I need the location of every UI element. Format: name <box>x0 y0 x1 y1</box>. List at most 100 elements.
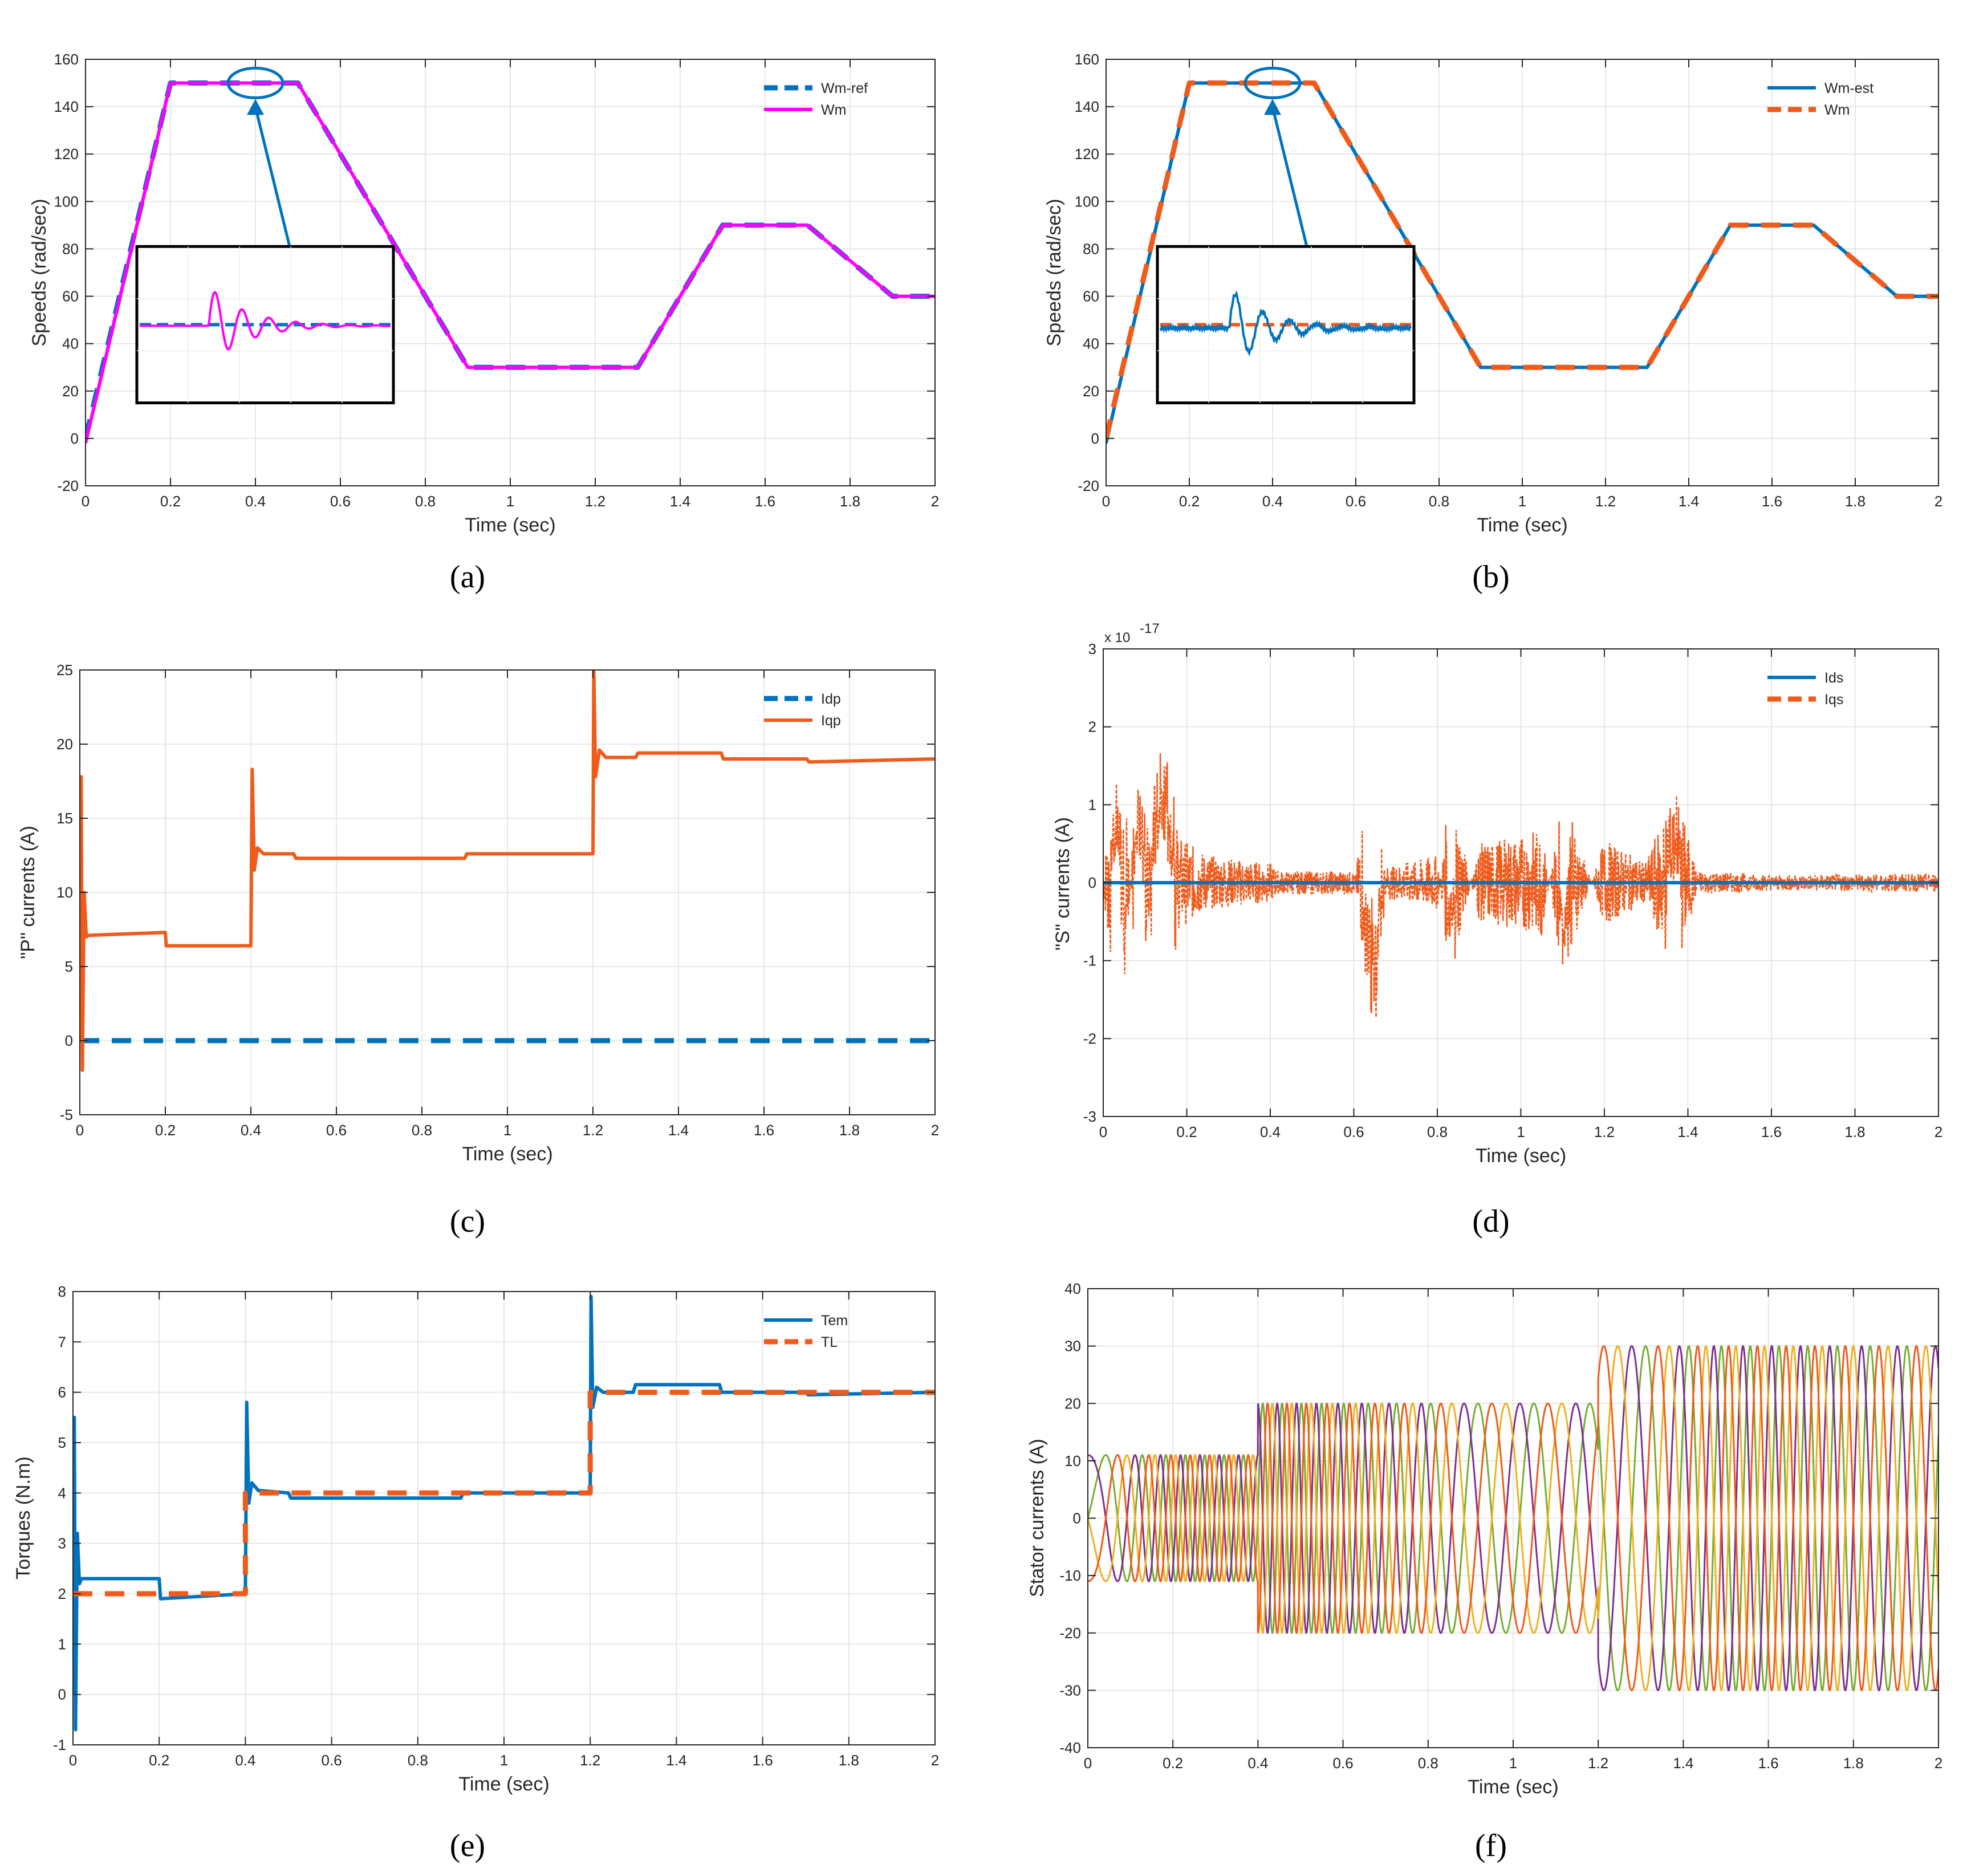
y-tick-label: 10 <box>56 884 73 901</box>
inset-signal-line <box>140 290 391 351</box>
x-tick-label: 0.4 <box>1247 1755 1268 1772</box>
y-tick-label: -20 <box>1078 477 1099 494</box>
y-tick-label: 3 <box>1088 640 1096 657</box>
x-tick-label: 0.4 <box>1262 493 1283 510</box>
series-group <box>1088 1345 1938 1692</box>
y-tick-label: 140 <box>1075 98 1099 115</box>
legend-label: Wm <box>821 102 846 118</box>
y-tick-label: 160 <box>54 51 79 68</box>
x-tick-label: 1 <box>1517 1123 1525 1140</box>
y-exponent-label: x 10 <box>1104 630 1130 645</box>
series-group <box>1106 80 1938 444</box>
y-axis-label: Speeds (rad/sec) <box>29 199 50 347</box>
y-tick-label: 15 <box>56 810 73 827</box>
x-tick-label: 2 <box>1934 1755 1942 1772</box>
x-tick-label: 1.2 <box>1588 1755 1608 1772</box>
legend-label: TL <box>821 1334 838 1350</box>
x-tick-label: 1.4 <box>1673 1755 1693 1772</box>
y-axis-label: Torques (N.m) <box>13 1456 34 1579</box>
x-axis-label: Time (sec) <box>458 1773 549 1795</box>
x-tick-label: 1 <box>503 1122 511 1139</box>
y-tick-label: 20 <box>56 736 73 753</box>
y-tick-label: 30 <box>1064 1338 1081 1355</box>
x-tick-label: 1.2 <box>580 1752 600 1769</box>
y-tick-label: 80 <box>62 240 79 257</box>
series-line-wm-est <box>1106 81 1938 444</box>
x-tick-label: 1.2 <box>1594 1123 1615 1140</box>
y-axis-label: Stator currents (A) <box>1026 1439 1048 1597</box>
y-tick-label: 0 <box>1091 430 1099 447</box>
panel-label: (a) <box>450 559 485 595</box>
x-tick-label: 1.4 <box>670 493 690 510</box>
panel-label: (e) <box>450 1828 485 1863</box>
y-tick-label: 25 <box>56 661 73 679</box>
y-tick-label: 5 <box>65 958 73 975</box>
y-axis-label: "P" currents (A) <box>17 826 39 959</box>
x-tick-label: 0.6 <box>330 493 351 510</box>
y-tick-label: 20 <box>1083 383 1099 400</box>
y-tick-label: -3 <box>1083 1108 1096 1125</box>
x-tick-label: 1 <box>500 1752 508 1769</box>
y-tick-label: 40 <box>62 335 79 352</box>
y-tick-label: -10 <box>1059 1567 1081 1584</box>
x-axis-label: Time (sec) <box>1477 514 1567 536</box>
series-line-phase-3 <box>1088 1345 1938 1692</box>
x-tick-label: 2 <box>931 1122 939 1139</box>
y-tick-label: 10 <box>1064 1452 1081 1469</box>
y-axis-label: "S" currents (A) <box>1052 817 1074 951</box>
x-tick-label: 1.6 <box>754 1122 774 1139</box>
y-tick-label: 120 <box>1075 145 1099 163</box>
x-tick-label: 0.2 <box>149 1752 169 1769</box>
chart-panel-b: 0 0.2 0.4 0.6 0.8 1 1.2 1.4 1.6 1.8 2-200204060801… <box>1043 51 1942 595</box>
x-tick-label: 1.4 <box>668 1122 689 1139</box>
x-tick-label: 2 <box>1934 493 1942 510</box>
legend-label: Wm-ref <box>821 80 868 96</box>
panel-label: (d) <box>1472 1204 1509 1239</box>
legend-label: Idp <box>821 691 841 707</box>
x-tick-label: 1 <box>1518 493 1526 510</box>
x-tick-label: 0.8 <box>412 1122 432 1139</box>
panel-label: (c) <box>450 1204 485 1239</box>
x-tick-label: 1.4 <box>1677 1123 1698 1140</box>
y-tick-label: 0 <box>1088 874 1096 891</box>
zoom-arrow-shaft <box>254 106 291 247</box>
y-tick-label: 40 <box>1083 335 1099 352</box>
x-tick-label: 1.6 <box>1762 493 1782 510</box>
y-tick-label: 20 <box>1064 1395 1081 1412</box>
x-tick-label: 1.6 <box>755 493 775 510</box>
y-tick-label: -20 <box>1059 1625 1081 1642</box>
x-tick-label: 2 <box>931 493 939 510</box>
x-tick-label: 0.2 <box>1179 493 1200 510</box>
y-tick-label: 2 <box>58 1585 66 1602</box>
y-tick-label: 60 <box>62 288 79 305</box>
zoom-arrow-shaft <box>1271 106 1308 247</box>
legend-label: Ids <box>1824 670 1843 686</box>
series-line-tem <box>73 1294 935 1732</box>
y-axis-label: Speeds (rad/sec) <box>1043 199 1065 347</box>
y-tick-label: 1 <box>58 1635 66 1652</box>
y-tick-label: 80 <box>1083 240 1099 257</box>
x-tick-label: 0.2 <box>1176 1123 1197 1140</box>
chart-panel-d: 0 0.2 0.4 0.6 0.8 1 1.2 1.4 1.6 1.8 2 -3 -2 -1 0 1 2 3 Tim… <box>1052 621 1942 1239</box>
y-tick-label: 0 <box>58 1686 66 1703</box>
y-tick-label: 40 <box>1064 1280 1081 1297</box>
x-tick-label: 2 <box>1934 1123 1942 1140</box>
x-tick-label: 1.6 <box>1761 1123 1782 1140</box>
legend-label: Wm-est <box>1824 80 1873 96</box>
y-tick-label: 0 <box>1073 1510 1081 1527</box>
x-tick-label: 0.6 <box>1333 1755 1354 1772</box>
series-line-iqs <box>1103 753 1938 1018</box>
x-tick-label: 1.8 <box>1844 1123 1865 1140</box>
series-group <box>1103 753 1938 1018</box>
series-group <box>86 80 935 444</box>
x-tick-label: 0 <box>76 1122 84 1139</box>
x-tick-label: 0.8 <box>1429 493 1449 510</box>
x-tick-label: 0.8 <box>1418 1755 1438 1772</box>
chart-panel-f: 0 0.2 0.4 0.6 0.8 1 1.2 1.4 1.6 1.8 2 -40 -30 -20 -10 0… <box>1026 1280 1942 1863</box>
x-tick-label: 1.8 <box>1843 1755 1864 1772</box>
x-tick-label: 0.4 <box>245 493 266 510</box>
x-tick-label: 0.4 <box>1260 1123 1281 1140</box>
x-tick-label: 0.2 <box>155 1122 176 1139</box>
legend-label: Iqp <box>821 713 841 729</box>
x-tick-label: 0.6 <box>326 1122 347 1139</box>
